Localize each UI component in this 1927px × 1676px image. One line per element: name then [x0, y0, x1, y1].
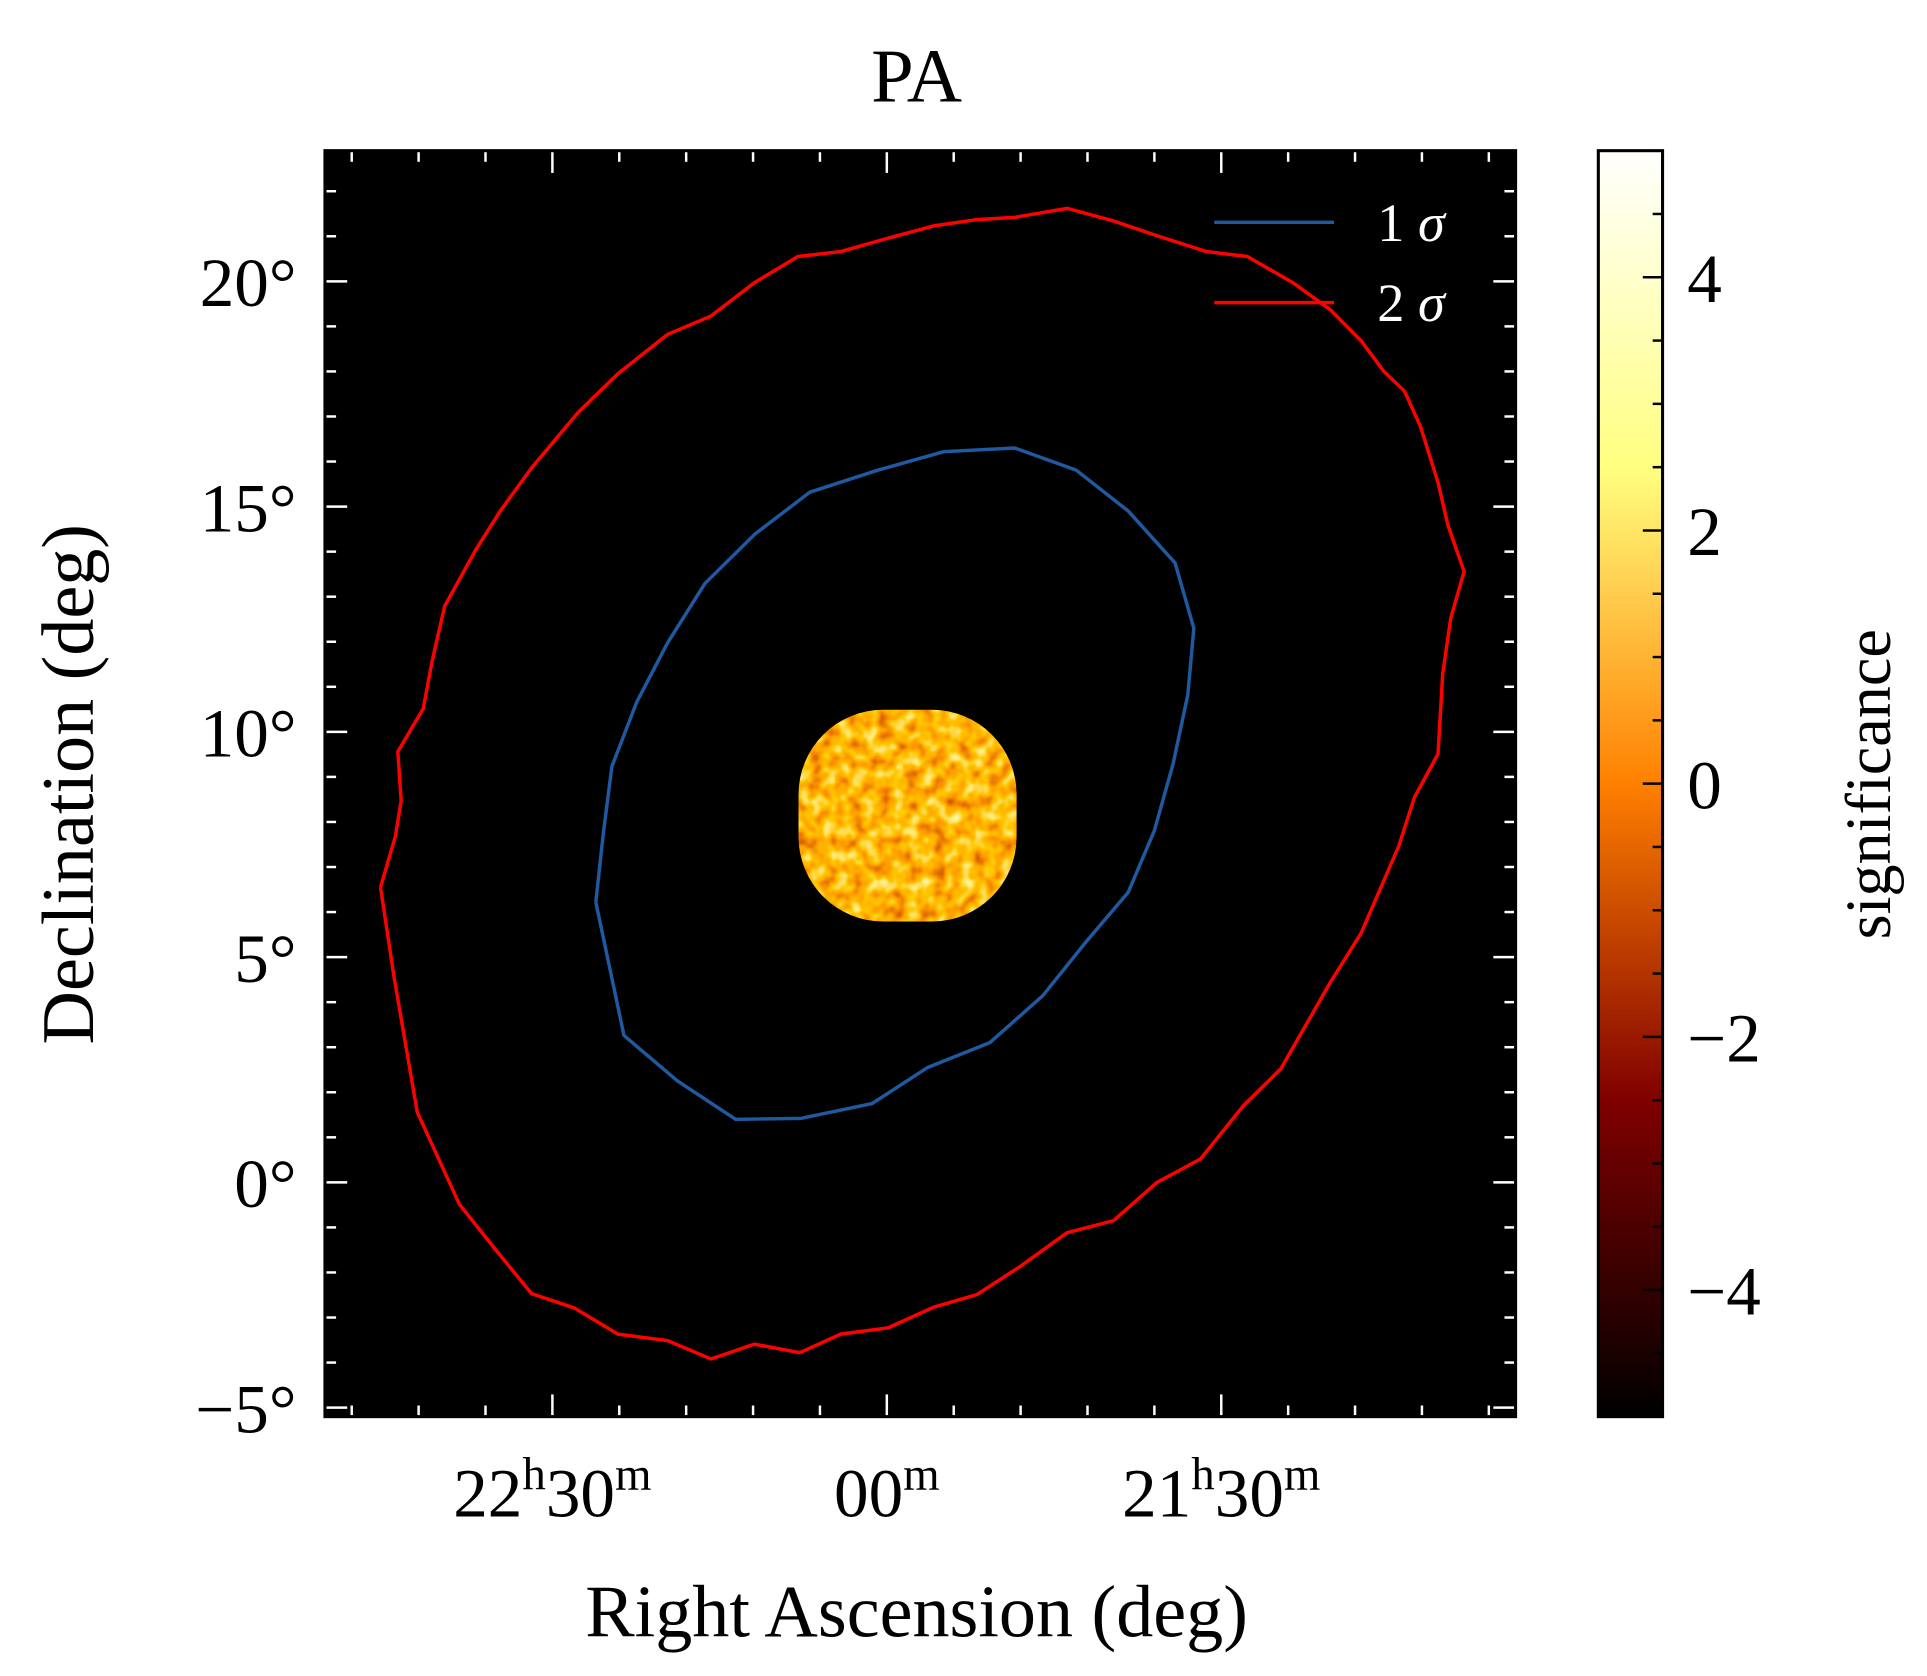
x-tick-label: 00m — [834, 1449, 940, 1532]
x-tick-label-part: 22 — [453, 1455, 522, 1532]
plot-frame — [323, 149, 1518, 1419]
colorbar-tick-label: 4 — [1687, 240, 1722, 317]
y-tick-label: −5° — [195, 1370, 296, 1447]
x-tick-label-part: 30 — [546, 1455, 615, 1532]
x-tick-label: 22h30m — [453, 1449, 651, 1532]
colorbar-ticks: 4 2 0 −2 −4 — [1642, 149, 1761, 1418]
x-axis-label: Right Ascension (deg) — [585, 1571, 1248, 1653]
legend-label-1: 1 σ — [1377, 193, 1447, 253]
legend: 1 σ2 σ — [1214, 193, 1447, 333]
axis-ticks: 20°15°10°5°0°−5°22h30m 00m 21h30m — [195, 150, 1516, 1532]
x-tick-label: 21h30m — [1122, 1449, 1320, 1532]
chart-title: PA — [871, 33, 962, 118]
y-tick-label: 10° — [200, 695, 297, 772]
y-axis-label: Declination (deg) — [28, 524, 110, 1045]
x-tick-label-sup: h — [522, 1449, 545, 1501]
significance-map — [798, 709, 1017, 922]
legend-text: 2 — [1377, 273, 1418, 333]
y-tick-label: 15° — [200, 469, 297, 546]
x-tick-label-part: 21 — [1122, 1455, 1191, 1532]
legend-label-2: 2 σ — [1377, 273, 1447, 333]
colorbar-label: significance — [1833, 629, 1904, 939]
contour-1-sigma — [594, 446, 1196, 1122]
x-tick-label-sup: h — [1191, 1449, 1214, 1501]
y-tick-label: 20° — [200, 244, 297, 321]
significance-noise — [798, 709, 1017, 922]
x-tick-label-part: 30 — [1215, 1455, 1284, 1532]
colorbar-tick-label: 0 — [1687, 746, 1722, 823]
x-tick-label-sup: m — [903, 1449, 940, 1501]
x-tick-label-sup: m — [615, 1449, 652, 1501]
colorbar-tick-label: −2 — [1687, 1000, 1761, 1077]
legend-text: 1 — [1377, 193, 1418, 253]
legend-text: σ — [1418, 273, 1447, 333]
colorbar-tick-label: 2 — [1687, 493, 1722, 570]
contour-2-sigma — [378, 206, 1466, 1361]
y-tick-label: 5° — [234, 920, 296, 997]
x-tick-label-sup: m — [1284, 1449, 1321, 1501]
colorbar-tick-label: −4 — [1687, 1253, 1761, 1330]
contours — [378, 206, 1466, 1361]
x-tick-label-part: 00 — [834, 1455, 903, 1532]
y-tick-label: 0° — [234, 1145, 296, 1222]
legend-text: σ — [1418, 193, 1447, 253]
